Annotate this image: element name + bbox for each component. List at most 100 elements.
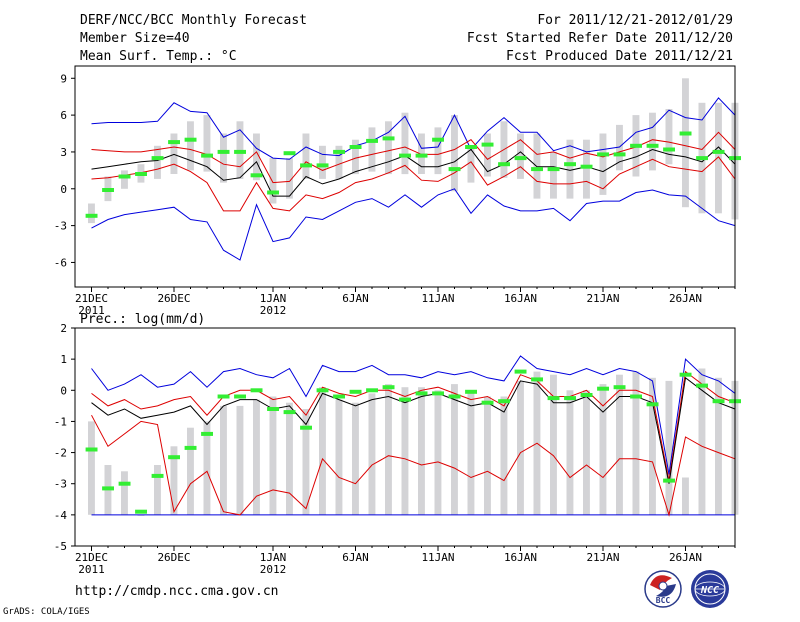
temp-median-15 xyxy=(316,163,329,168)
temp-box-14 xyxy=(302,133,310,179)
temp-box-29 xyxy=(550,151,557,199)
temp-box-30 xyxy=(566,139,574,199)
temp-median-4 xyxy=(135,172,147,176)
prec-median-11 xyxy=(250,388,263,393)
temp-box-15 xyxy=(319,145,326,179)
prec-box-21 xyxy=(418,387,425,515)
temp-box-22 xyxy=(434,127,442,175)
temp-median-39 xyxy=(712,149,725,154)
temp-median-32 xyxy=(597,152,609,157)
prec-median-28 xyxy=(531,377,543,382)
temp-box-31 xyxy=(583,139,590,199)
prec-median-14 xyxy=(300,425,312,430)
temp-median-28 xyxy=(531,167,543,172)
temp-median-34 xyxy=(630,143,642,148)
prec-median-22 xyxy=(432,391,444,396)
temp-xtick-year: 2011 xyxy=(78,304,105,317)
prec-box-26 xyxy=(500,396,508,515)
prec-box-32 xyxy=(599,384,607,515)
temp-median-30 xyxy=(564,162,576,167)
grads-credit: GrADS: COLA/IGES xyxy=(3,607,90,617)
temp-box-25 xyxy=(484,133,491,177)
prec-box-34 xyxy=(632,371,640,515)
temp-box-23 xyxy=(451,115,458,192)
temp-median-23 xyxy=(448,167,461,172)
prec-ytick-label: -5 xyxy=(54,540,67,553)
ncc-logo-text: NCC xyxy=(700,585,719,596)
temp-median-1 xyxy=(85,213,98,218)
prec-median-6 xyxy=(168,455,180,460)
prec-std-low-line xyxy=(91,414,736,517)
temp-median-25 xyxy=(481,142,494,147)
prec-xtick-year: 2011 xyxy=(78,563,105,576)
prec-box-3 xyxy=(121,471,128,515)
prec-median-38 xyxy=(696,383,708,388)
temp-xtick-label: 1JAN xyxy=(260,292,287,305)
prec-box-14 xyxy=(302,409,310,515)
prec-box-22 xyxy=(434,390,442,515)
prec-box-7 xyxy=(187,427,194,515)
temp-box-6 xyxy=(170,133,178,174)
prec-box-13 xyxy=(286,402,293,515)
temp-median-2 xyxy=(102,188,114,192)
prec-xtick-label: 26DEC xyxy=(157,551,190,564)
temp-box-19 xyxy=(385,121,392,175)
temp-xtick-label: 11JAN xyxy=(421,292,454,305)
prec-median-35 xyxy=(646,402,659,407)
prec-max-line xyxy=(91,355,736,475)
prec-median-27 xyxy=(514,369,527,374)
prec-xtick-label: 21JAN xyxy=(586,551,619,564)
temp-median-7 xyxy=(184,137,197,142)
prec-median-32 xyxy=(597,386,609,391)
temp-min-line xyxy=(91,188,736,261)
temp-ytick-label: 3 xyxy=(60,146,67,159)
temp-box-16 xyxy=(335,145,343,179)
prec-box-31 xyxy=(583,390,590,515)
temp-xtick-label: 26DEC xyxy=(157,292,190,305)
temp-box-1 xyxy=(88,203,95,224)
temp-box-11 xyxy=(253,133,260,181)
temp-box-3 xyxy=(121,170,128,189)
prec-median-3 xyxy=(118,481,131,486)
temp-box-37 xyxy=(682,78,689,208)
temp-box-5 xyxy=(154,145,161,179)
temp-median-31 xyxy=(580,164,593,169)
temp-box-32 xyxy=(599,133,607,195)
temp-median-13 xyxy=(283,151,296,156)
temp-median-17 xyxy=(349,145,362,149)
temp-xtick-label: 21JAN xyxy=(586,292,619,305)
prec-median-8 xyxy=(201,431,213,436)
prec-box-1 xyxy=(88,421,95,515)
temp-ytick-label: 9 xyxy=(60,72,67,85)
prec-box-19 xyxy=(385,384,392,515)
temp-median-8 xyxy=(201,153,213,158)
member-size: Member Size=40 xyxy=(80,31,190,46)
prec-median-24 xyxy=(465,389,477,394)
prec-median-5 xyxy=(151,473,164,478)
temp-xtick-label: 26JAN xyxy=(669,292,702,305)
precip-panel-title: Prec.: log(mm/d) xyxy=(80,312,205,327)
prec-box-24 xyxy=(467,393,475,515)
prec-median-13 xyxy=(283,410,296,415)
prec-median-7 xyxy=(184,445,197,450)
temp-xtick-label: 21DEC xyxy=(75,292,108,305)
prec-ytick-label: 0 xyxy=(60,384,67,397)
temp-std-high-line xyxy=(91,131,736,184)
temp-median-24 xyxy=(465,145,477,149)
temp-ytick-label: -6 xyxy=(54,256,67,269)
temp-median-37 xyxy=(679,131,692,136)
temp-median-22 xyxy=(432,137,444,142)
prec-box-8 xyxy=(203,421,211,515)
temp-median-20 xyxy=(399,153,411,158)
temp-median-16 xyxy=(333,149,345,154)
prec-ytick-label: -3 xyxy=(54,478,67,491)
prec-median-34 xyxy=(630,394,642,399)
temp-ytick-label: 6 xyxy=(60,109,67,122)
temp-median-36 xyxy=(663,147,675,152)
prec-box-36 xyxy=(665,380,673,515)
temp-median-27 xyxy=(514,156,527,161)
prec-box-38 xyxy=(698,368,706,515)
temp-box-39 xyxy=(715,102,722,214)
